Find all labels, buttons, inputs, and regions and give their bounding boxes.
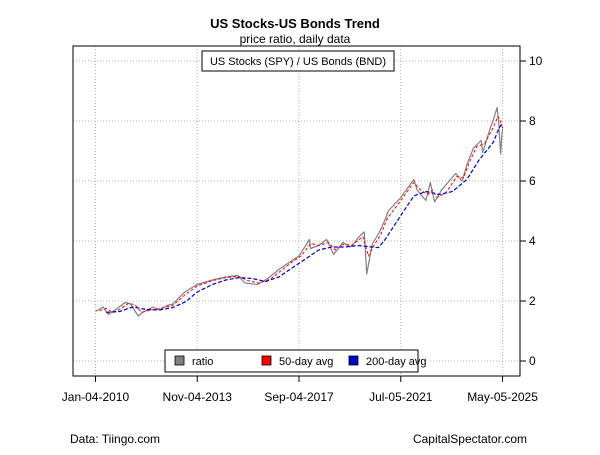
x-tick-label: May-05-2025 xyxy=(467,390,538,404)
series-line-ratio xyxy=(95,106,504,317)
x-tick-label: Sep-04-2017 xyxy=(264,390,334,404)
y-tick-label: 10 xyxy=(529,54,543,68)
footer-site: CapitalSpectator.com xyxy=(412,432,527,446)
legend-label-ratio: ratio xyxy=(192,356,213,368)
x-tick-label: Jul-05-2021 xyxy=(369,390,433,404)
y-tick-label: 8 xyxy=(529,114,536,128)
x-tick-label: Jan-04-2010 xyxy=(62,390,130,404)
legend-swatch-ratio xyxy=(174,355,185,366)
y-tick-label: 2 xyxy=(529,294,536,308)
series-layer xyxy=(95,106,504,317)
y-tick-label: 6 xyxy=(529,174,536,188)
legend-swatch-200-day-avg xyxy=(348,355,359,366)
series-line-50-day-avg xyxy=(99,116,504,313)
axis-layer: 0 2 4 6 8 10 Jan-04-2010 Nov-04-2013 Sep-04-2017… xyxy=(62,54,543,404)
legend-swatch-50-day-avg xyxy=(261,355,272,366)
series-legend-box: US Stocks (SPY) / US Bonds (BND) xyxy=(201,50,395,72)
y-tick-label: 0 xyxy=(529,354,536,368)
series-line-200-day-avg xyxy=(106,122,504,313)
chart-subtitle: price ratio, daily data xyxy=(240,32,351,46)
legend: ratio 50-day avg 200-day avg xyxy=(164,349,427,373)
y-tick-label: 4 xyxy=(529,234,536,248)
series-legend-text: US Stocks (SPY) / US Bonds (BND) xyxy=(210,56,386,68)
chart-title: US Stocks-US Bonds Trend xyxy=(210,16,380,31)
legend-label-50-day-avg: 50-day avg xyxy=(279,356,333,368)
plot-frame xyxy=(72,45,521,377)
x-tick-label: Nov-04-2013 xyxy=(163,390,233,404)
grid-layer xyxy=(73,46,520,376)
legend-frame xyxy=(164,349,419,373)
legend-label-200-day-avg: 200-day avg xyxy=(366,356,427,368)
series-legend-frame xyxy=(201,50,395,72)
footer-source: Data: Tiingo.com xyxy=(70,432,161,446)
